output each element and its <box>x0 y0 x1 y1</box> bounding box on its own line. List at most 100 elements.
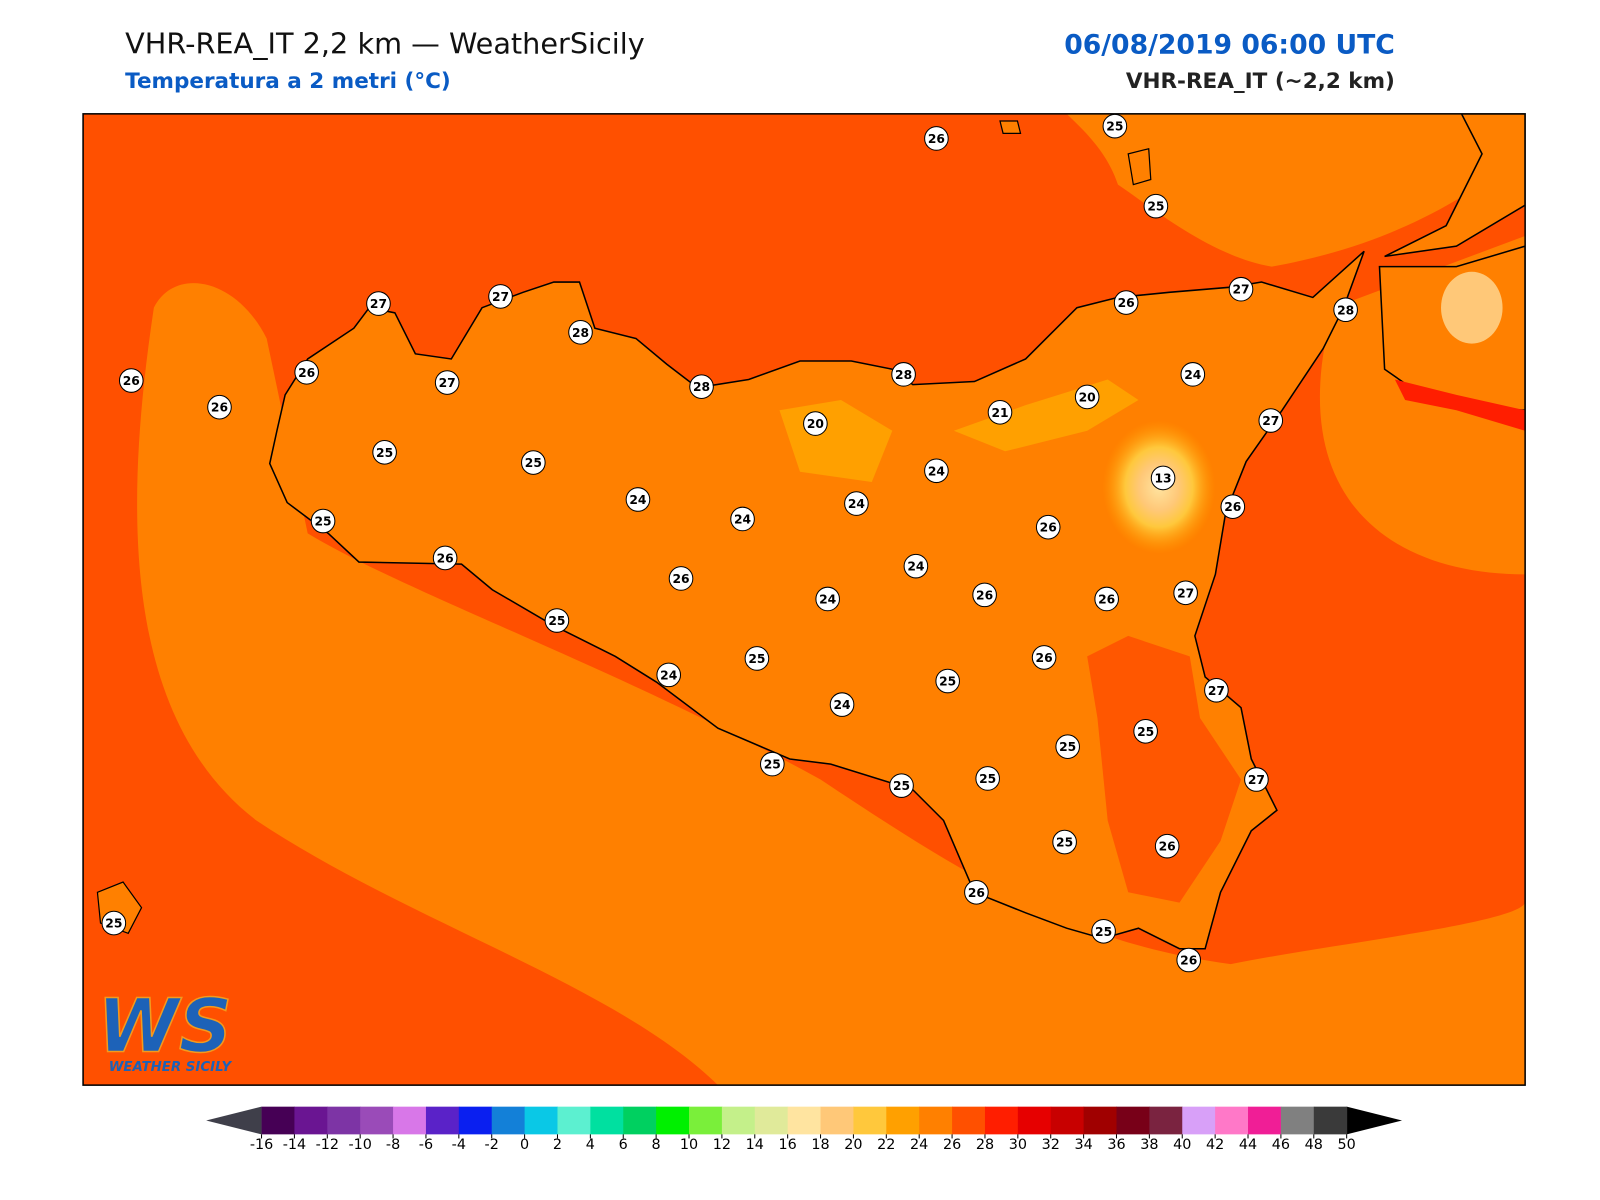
station: 27 <box>488 284 513 309</box>
station: 24 <box>903 553 929 579</box>
station-value: 24 <box>1184 368 1201 382</box>
station: 13 <box>1150 465 1176 491</box>
colorbar-swatch <box>919 1106 953 1135</box>
station-marker <box>844 491 869 516</box>
colorbar-swatch <box>1116 1106 1150 1135</box>
station: 26 <box>1176 947 1202 973</box>
colorbar-swatch <box>721 1106 756 1135</box>
colorbar-tick-label: 10 <box>680 1137 698 1153</box>
datetime: 06/08/2019 06:00 UTC <box>1064 29 1395 60</box>
subtitle: Temperatura a 2 metri (°C) <box>125 69 451 94</box>
station-value: 28 <box>693 380 710 394</box>
colorbar-swatch <box>327 1106 361 1135</box>
station-marker <box>1133 718 1158 744</box>
station: 26 <box>432 545 458 571</box>
colorbar-swatch <box>294 1106 328 1135</box>
colorbar-tick-label: -6 <box>419 1137 433 1153</box>
station-value: 25 <box>105 917 122 931</box>
colorbar-swatch <box>557 1106 591 1135</box>
colorbar-swatch <box>754 1106 789 1135</box>
station: 24 <box>844 491 869 516</box>
colorbar-swatch <box>1017 1106 1052 1135</box>
colorbar-tick-label: 50 <box>1338 1137 1356 1153</box>
station-value: 24 <box>907 560 924 574</box>
station: 26 <box>668 566 694 591</box>
colorbar-tick-label: -14 <box>283 1137 306 1153</box>
station-marker <box>829 692 855 717</box>
colorbar-tick-label: 44 <box>1239 1137 1257 1153</box>
station-value: 25 <box>1056 836 1073 850</box>
station-value: 21 <box>991 406 1008 420</box>
station-marker <box>668 566 694 591</box>
station-value: 27 <box>492 290 509 304</box>
station-marker <box>1333 297 1358 323</box>
station: 27 <box>1204 677 1229 703</box>
station-marker <box>1204 677 1229 703</box>
colorbar-tick-label: 32 <box>1042 1137 1060 1153</box>
station: 24 <box>656 662 682 688</box>
colorbar-swatch <box>656 1106 690 1135</box>
station: 26 <box>972 582 997 608</box>
station-value: 26 <box>1036 651 1053 665</box>
station-value: 27 <box>1208 684 1225 698</box>
colorbar-tick-label: 22 <box>877 1137 895 1153</box>
station: 26 <box>1035 514 1061 540</box>
colorbar-tick-label: 38 <box>1140 1137 1158 1153</box>
station-value: 25 <box>548 614 565 628</box>
hot-spot <box>1394 379 1526 431</box>
station-value: 25 <box>979 772 996 786</box>
colorbar-tick-label: -2 <box>485 1137 499 1153</box>
colorbar-tick-label: 12 <box>713 1137 731 1153</box>
station-value: 28 <box>1337 303 1354 317</box>
station: 25 <box>544 608 570 633</box>
station-marker <box>310 508 336 534</box>
station-marker <box>964 880 989 905</box>
map: 26 25 25 27 27 28 26 27 28 26 26 27 28 28 24 26 20 21 20 27… <box>83 113 1526 1086</box>
station: 25 <box>101 910 127 936</box>
colorbar-swatch <box>491 1106 526 1135</box>
colorbar-swatch <box>590 1106 624 1135</box>
title: VHR-REA_IT 2,2 km — WeatherSicily <box>125 26 645 60</box>
station-marker <box>366 291 391 316</box>
station-marker <box>891 362 916 387</box>
colorbar-swatch <box>787 1106 822 1135</box>
station-marker <box>1055 734 1080 759</box>
station-value: 24 <box>660 668 677 682</box>
station-marker <box>1113 290 1139 315</box>
colorbar-tick-label: -4 <box>452 1137 466 1153</box>
colorbar-tick-label: 28 <box>976 1137 994 1153</box>
station-marker <box>1173 580 1198 606</box>
station-marker <box>118 368 144 393</box>
colorbar-tick-label: 18 <box>811 1137 829 1153</box>
station-marker <box>207 394 232 420</box>
station-value: 27 <box>370 297 387 311</box>
station: 28 <box>689 374 714 399</box>
station: 26 <box>1154 833 1180 859</box>
colorbar-swatch <box>1280 1106 1315 1135</box>
colorbar-tick-label: 2 <box>553 1137 562 1153</box>
station-marker <box>1031 645 1057 670</box>
station-value: 25 <box>1059 740 1076 754</box>
station-value: 26 <box>211 401 228 415</box>
colorbar-swatch <box>1182 1106 1216 1135</box>
colorbar-tick-label: -8 <box>386 1137 400 1153</box>
station: 27 <box>366 291 391 316</box>
station: 27 <box>1173 580 1198 606</box>
warm-sea-area <box>137 235 1526 1086</box>
station-marker <box>488 284 513 309</box>
station: 25 <box>1143 193 1169 219</box>
colorbar-tick-label: 36 <box>1107 1137 1125 1153</box>
colorbar-swatch <box>1313 1106 1348 1135</box>
station-value: 25 <box>1137 725 1154 739</box>
colorbar-tick-label: 14 <box>746 1137 764 1153</box>
station-value: 28 <box>572 326 589 340</box>
station-value: 26 <box>928 132 945 146</box>
station-value: 24 <box>819 592 836 606</box>
station-marker <box>975 766 1000 791</box>
station: 20 <box>1074 384 1100 410</box>
station: 25 <box>744 646 770 671</box>
station-marker <box>1228 276 1254 302</box>
station: 25 <box>1102 113 1128 139</box>
logo: WS WEATHER SICILY <box>97 983 233 1075</box>
